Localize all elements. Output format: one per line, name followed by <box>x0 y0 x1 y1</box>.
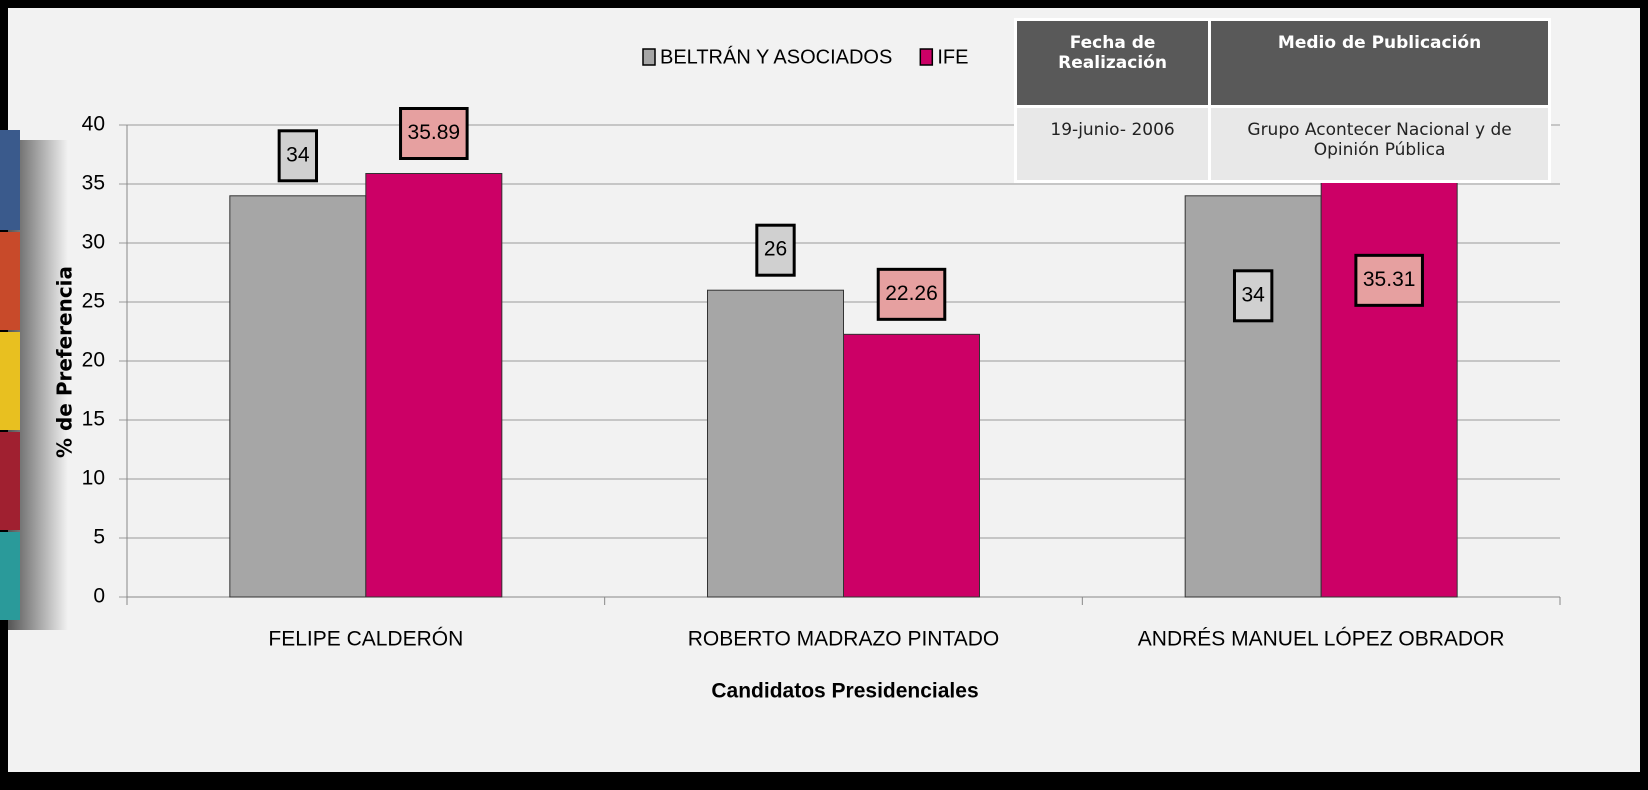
x-axis-title: Candidatos Presidenciales <box>711 680 978 703</box>
bar <box>366 173 502 597</box>
y-tick-label: 35 <box>82 172 105 195</box>
legend-swatch <box>920 49 932 65</box>
data-label: 34 <box>1241 283 1265 306</box>
data-label: 22.26 <box>885 282 938 305</box>
x-tick-label: ANDRÉS MANUEL LÓPEZ OBRADOR <box>1138 628 1505 651</box>
x-tick-label: FELIPE CALDERÓN <box>268 628 463 651</box>
y-tick-label: 20 <box>82 349 105 372</box>
y-tick-label: 0 <box>93 585 105 608</box>
data-label: 35.31 <box>1363 268 1416 291</box>
y-tick-label: 30 <box>82 231 105 254</box>
table-cell: 19-junio- 2006 <box>1016 107 1210 182</box>
y-axis-title: % de Preferencia <box>53 266 77 458</box>
bar <box>230 196 366 597</box>
legend-swatch <box>643 49 655 65</box>
y-tick-label: 25 <box>82 290 105 313</box>
bar <box>1185 196 1321 597</box>
x-tick-label: ROBERTO MADRAZO PINTADO <box>688 628 1000 651</box>
bar <box>844 334 980 597</box>
y-tick-label: 10 <box>82 467 105 490</box>
y-tick-label: 15 <box>82 408 105 431</box>
page: Candidatos Presidenciales % de Preferenc… <box>0 0 1648 790</box>
legend-label: IFE <box>937 46 968 68</box>
y-tick-label: 40 <box>82 113 105 136</box>
bar <box>708 290 844 597</box>
data-label: 35.89 <box>408 121 461 144</box>
y-tick-label: 5 <box>93 526 105 549</box>
data-label: 26 <box>764 238 787 261</box>
table-header: Medio de Publicación <box>1210 20 1550 107</box>
data-label: 34 <box>286 143 310 166</box>
table-cell: Grupo Acontecer Nacional y de Opinión Pú… <box>1210 107 1550 182</box>
photos <box>0 130 20 620</box>
bar <box>1321 180 1457 597</box>
table-header: Fecha de Realización <box>1016 20 1210 107</box>
legend-label: BELTRÁN Y ASOCIADOS <box>660 45 892 68</box>
